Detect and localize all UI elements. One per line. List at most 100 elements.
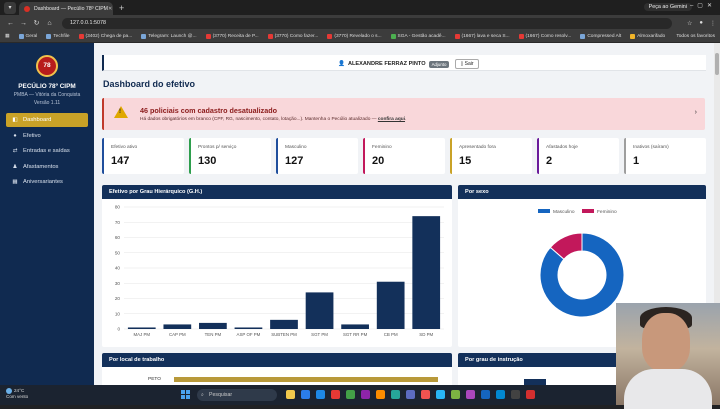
home-icon[interactable]: ⌂ [47, 19, 52, 27]
app-icon[interactable] [526, 390, 535, 399]
address-bar[interactable]: 127.0.0.1:5078 [62, 17, 672, 29]
stat-card[interactable]: Feminino 20 [363, 138, 445, 174]
warning-icon: ! [114, 106, 128, 118]
weather-widget[interactable]: 24°C Com vento [6, 388, 28, 400]
stat-card[interactable]: Masculino 127 [276, 138, 358, 174]
bar[interactable] [341, 324, 369, 329]
sidebar-item-label: Efetivo [23, 132, 41, 139]
app-icon[interactable] [436, 390, 445, 399]
forward-icon[interactable]: → [20, 19, 27, 27]
all-bookmarks[interactable]: Todos os favoritos [676, 34, 715, 39]
y-tick-label: 70 [115, 220, 121, 225]
taskbar-search[interactable]: ⌕ Pesquisar [197, 389, 277, 401]
gemini-button[interactable]: Peça ao Gemini [643, 3, 692, 11]
edge-icon[interactable] [316, 390, 325, 399]
reload-icon[interactable]: ↻ [33, 20, 40, 27]
store-icon[interactable] [301, 390, 310, 399]
sidebar-title: PECÚLIO 78º CIPM [18, 83, 76, 90]
bookmark-icon [630, 34, 636, 39]
bookmark-item[interactable]: Compressed Alt [580, 34, 621, 39]
sidebar-item-entradas-e-saídas[interactable]: ⇄ Entradas e saídas [6, 144, 88, 158]
sidebar-version: Versão 1.11 [33, 100, 61, 106]
unit-logo: 78 [36, 55, 58, 77]
y-tick-label: 60 [115, 235, 121, 240]
sidebar-item-efetivo[interactable]: ● Efetivo [6, 129, 88, 143]
sex-donut-chart: Masculino Feminino [538, 209, 625, 318]
stat-card[interactable]: Inativos (saíram) 1 [624, 138, 706, 174]
new-tab-icon[interactable]: + [119, 3, 125, 13]
app-icon[interactable] [421, 390, 430, 399]
app-icon[interactable] [466, 390, 475, 399]
bookmark-item[interactable]: Telegram: Launch @... [141, 34, 197, 39]
chevron-right-icon[interactable]: › [694, 109, 697, 116]
window-controls[interactable]: –▢✕ [689, 3, 716, 9]
bar[interactable] [270, 319, 298, 329]
profile-icon[interactable]: ● [699, 19, 703, 26]
browser-tabstrip: ▾ Dashboard — Pecúlio 78º CIPM ✕ + Peça … [0, 0, 720, 15]
bookmark-icon [46, 34, 52, 39]
bookmark-icon [78, 34, 84, 39]
stat-card[interactable]: Efetivo ativo 147 [102, 138, 184, 174]
grade-bar-chart: 0 10 20 30 40 50 60 70 80 MAJ PM CAP PM TEN PM ASP O… [115, 205, 444, 337]
bookmark-item[interactable]: (1667) lava e seca S... [454, 34, 510, 39]
bookmark-icon [454, 34, 460, 39]
instruction-first-bar [524, 379, 546, 385]
bar[interactable] [305, 292, 334, 329]
bookmark-item[interactable]: (3402) Chega de pa... [78, 34, 132, 39]
tab-close-icon[interactable]: ✕ [107, 5, 113, 12]
vscode-icon[interactable] [496, 390, 505, 399]
app-icon[interactable] [406, 390, 415, 399]
donut-slice-masculino[interactable] [539, 232, 625, 318]
bar[interactable] [412, 216, 441, 329]
stat-card[interactable]: Afastados hoje 2 [537, 138, 619, 174]
star-icon[interactable]: ☆ [686, 20, 693, 27]
logout-button[interactable]: ▯ Sair [455, 59, 479, 69]
bar[interactable] [199, 322, 227, 329]
app-icon[interactable] [391, 390, 400, 399]
app-icon[interactable] [331, 390, 340, 399]
sidebar-item-afastamentos[interactable]: ♟ Afastamentos [6, 160, 88, 174]
bookmark-item[interactable]: (3770) Revelado o s... [327, 34, 382, 39]
bookmark-item[interactable]: SGA - Gestão acadê... [390, 34, 446, 39]
bookmark-item[interactable]: Techfile [46, 34, 70, 39]
outdated-alert[interactable]: ! 46 policiais com cadastro desatualizad… [102, 98, 705, 130]
app-icon[interactable] [361, 390, 370, 399]
grade-chart-title: Efetivo por Grau Hierárquico (G.H.) [102, 185, 452, 199]
apps-icon[interactable]: ▦ [5, 34, 10, 39]
app-icon[interactable] [451, 390, 460, 399]
bar[interactable] [127, 327, 156, 329]
y-tick-label: 0 [117, 327, 120, 332]
alert-link[interactable]: confira aqui [377, 117, 406, 122]
bar[interactable] [234, 327, 263, 329]
back-icon[interactable]: ← [7, 19, 14, 27]
bookmark-item[interactable]: (3770) Receita de P... [205, 34, 259, 39]
sex-chart-panel: Por sexo Masculino Feminino [458, 185, 706, 347]
file-explorer-icon[interactable] [286, 390, 295, 399]
sidebar-item-aniversariantes[interactable]: ▦ Aniversariantes [6, 175, 88, 189]
page-scrollbar[interactable] [714, 43, 720, 385]
bookmark-item[interactable]: Almoxarifado [630, 34, 665, 39]
browser-tab[interactable]: Dashboard — Pecúlio 78º CIPM ✕ [19, 2, 113, 15]
tab-search-icon[interactable]: ▾ [4, 2, 16, 14]
stat-card[interactable]: Apresentado fora 15 [450, 138, 532, 174]
legend-swatch [582, 209, 594, 213]
stat-card[interactable]: Prontos p/ serviço 130 [189, 138, 271, 174]
app-icon[interactable] [511, 390, 520, 399]
role-badge: Adjunto [428, 60, 450, 68]
menu-icon[interactable]: ⋮ [710, 20, 716, 27]
summary-cards: Efetivo ativo 147 Prontos p/ serviço 130 Mas… [102, 138, 706, 174]
bookmark-item[interactable]: Geral [18, 34, 37, 39]
sidebar-item-dashboard[interactable]: ◧ Dashboard [6, 113, 88, 127]
bar[interactable] [376, 281, 405, 329]
alert-description: Há dados obrigatórios em branco (CPF, RG… [140, 117, 407, 122]
bookmark-icon [327, 34, 333, 39]
bookmark-item[interactable]: (1667) Como resolv... [518, 34, 571, 39]
y-tick-label: 50 [115, 250, 121, 255]
start-icon[interactable] [181, 390, 190, 399]
bookmark-item[interactable]: (3770) Como fazer... [267, 34, 318, 39]
weather-text: Com vento [6, 394, 29, 400]
app-icon[interactable] [481, 390, 490, 399]
app-icon[interactable] [376, 390, 385, 399]
bar[interactable] [163, 324, 192, 329]
chrome-icon[interactable] [346, 390, 355, 399]
